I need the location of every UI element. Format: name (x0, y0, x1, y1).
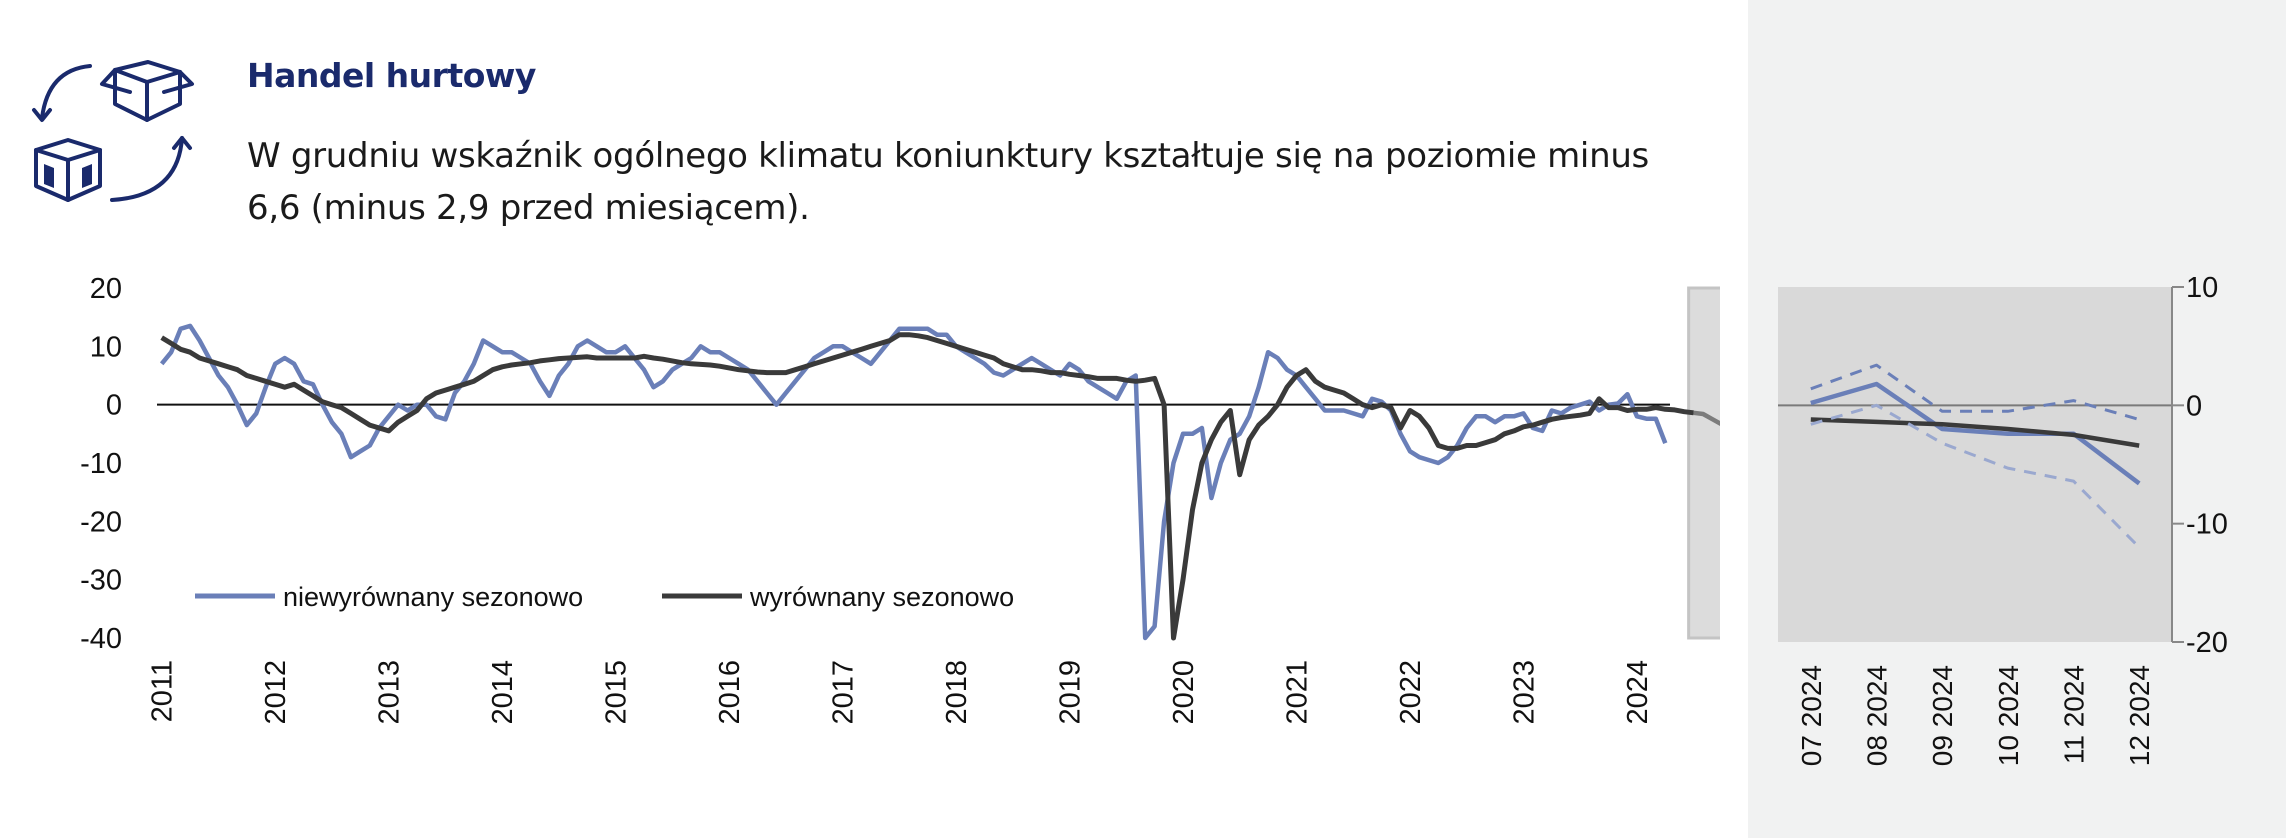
x-tick-label: 2019 (1055, 660, 1087, 725)
plot-area (1778, 287, 2172, 642)
y-tick-label: -30 (80, 565, 122, 597)
highlight-box (1687, 286, 1720, 640)
y-tick-label: 10 (90, 331, 122, 363)
main-line-chart: 20 10 0 -10 -20 -30 -40 2011 2012 2013 2014 2015 201… (80, 273, 1720, 725)
series-line (159, 323, 1668, 641)
x-tick-label: 2023 (1508, 660, 1540, 725)
legend-label: wyrównany sezonowo (749, 582, 1014, 612)
series-line (1810, 403, 2141, 549)
x-tick-label: 11 2024 (2059, 665, 2090, 764)
page-description: W grudniu wskaźnik ogólnego klimatu koni… (247, 136, 1649, 228)
detail-line-chart: 10 0 -10 -20 07 2024 08 2024 09 2024 10 2024 11 … (1778, 272, 2228, 766)
y-tick-label: -20 (80, 506, 122, 538)
x-tick-label: 08 2024 (1862, 665, 1893, 766)
x-tick-label: 2018 (941, 660, 973, 725)
x-tick-label: 10 2024 (1993, 665, 2024, 766)
series-line (1810, 417, 2140, 448)
x-tick-label: 07 2024 (1796, 665, 1827, 766)
y-tick-label: -40 (80, 623, 122, 655)
x-tick-label: 2016 (714, 660, 746, 725)
y-tick-label: -20 (2186, 627, 2228, 659)
y-tick-label: 0 (2186, 390, 2202, 422)
legend-label: niewyrównany sezonowo (283, 582, 583, 612)
x-tick-label: 12 2024 (2124, 665, 2155, 766)
y-tick-label: -10 (80, 448, 122, 480)
x-tick-label: 2014 (487, 660, 519, 725)
page-title: Handel hurtowy (247, 56, 536, 95)
y-tick-label: 10 (2186, 272, 2218, 304)
x-tick-label: 2020 (1168, 660, 1200, 725)
series-line-highlight (1693, 410, 1720, 426)
y-tick-label: 0 (106, 390, 122, 422)
x-tick-label: 2011 (147, 660, 179, 722)
y-tick-label: 20 (90, 273, 122, 305)
x-tick-label: 2017 (828, 660, 860, 725)
y-tick-label: -10 (2186, 509, 2228, 541)
series-line (1810, 381, 2141, 486)
x-tick-label: 2012 (260, 660, 292, 725)
x-tick-label: 2015 (601, 660, 633, 725)
x-tick-label: 09 2024 (1927, 665, 1958, 766)
x-tick-label: 2024 (1622, 660, 1654, 725)
boxes-exchange-icon (32, 60, 194, 202)
x-tick-label: 2021 (1281, 660, 1313, 725)
series-line (160, 332, 1694, 641)
x-tick-label: 2022 (1395, 660, 1427, 725)
x-tick-label: 2013 (374, 660, 406, 725)
